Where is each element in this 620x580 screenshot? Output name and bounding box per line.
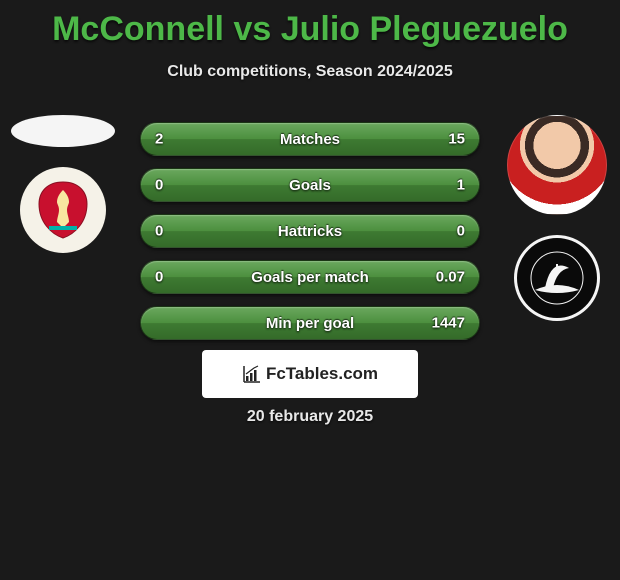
right-player-column [502,115,612,321]
stats-bars: 2 Matches 15 0 Goals 1 0 Hattricks 0 0 G… [140,122,480,340]
stat-right-value: 1 [457,177,465,194]
stat-right-value: 15 [448,131,465,148]
stat-label: Goals per match [251,269,369,286]
stat-row-min-per-goal: Min per goal 1447 [140,306,480,340]
stat-right-value: 1447 [432,315,465,332]
left-club-badge [20,167,106,253]
comparison-date: 20 february 2025 [0,408,620,426]
stat-row-matches: 2 Matches 15 [140,122,480,156]
stat-label: Goals [289,177,331,194]
watermark: FcTables.com [202,350,418,398]
stat-row-goals-per-match: 0 Goals per match 0.07 [140,260,480,294]
bar-chart-icon [242,364,262,384]
stat-left-value: 0 [155,269,163,286]
stat-row-hattricks: 0 Hattricks 0 [140,214,480,248]
player-photo [507,115,607,215]
watermark-text: FcTables.com [266,364,378,384]
stat-left-value: 0 [155,223,163,240]
stat-label: Min per goal [266,315,354,332]
stat-left-value: 2 [155,131,163,148]
liverpool-icon [33,180,93,240]
stat-right-value: 0.07 [436,269,465,286]
right-club-badge [514,235,600,321]
comparison-subtitle: Club competitions, Season 2024/2025 [0,63,620,81]
comparison-title: McConnell vs Julio Pleguezuelo [0,0,620,49]
player-photo-placeholder [11,115,115,147]
stat-label: Matches [280,131,340,148]
stat-row-goals: 0 Goals 1 [140,168,480,202]
plymouth-icon [529,250,585,306]
stat-label: Hattricks [278,223,342,240]
stat-right-value: 0 [457,223,465,240]
stat-left-value: 0 [155,177,163,194]
left-player-column [8,115,118,253]
